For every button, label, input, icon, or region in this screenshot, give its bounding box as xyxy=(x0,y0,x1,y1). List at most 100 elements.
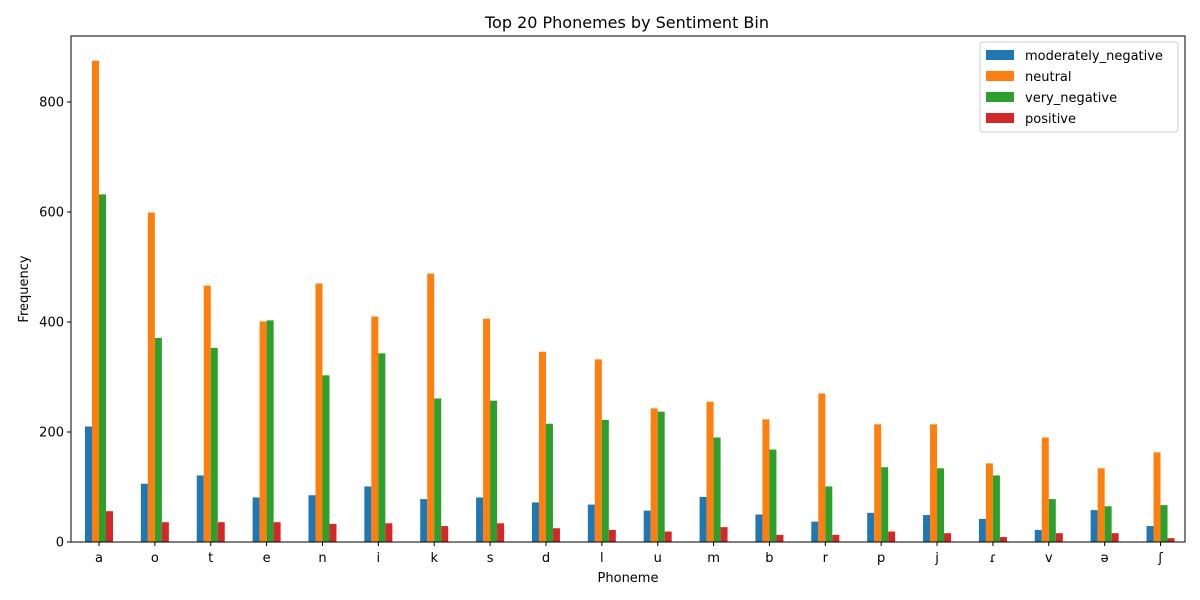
bar-moderately_negative-13 xyxy=(811,521,819,542)
bar-neutral-16 xyxy=(985,463,993,542)
legend-box xyxy=(979,41,1179,133)
bar-positive-6 xyxy=(441,526,449,542)
legend-swatch-moderately_negative xyxy=(986,50,1014,60)
bar-positive-16 xyxy=(999,537,1007,542)
x-tick-label: i xyxy=(377,551,381,566)
bar-very_negative-1 xyxy=(154,337,162,542)
x-tick-label: a xyxy=(95,551,103,566)
bar-very_negative-16 xyxy=(992,475,1000,542)
legend-label-neutral: neutral xyxy=(1025,70,1072,85)
legend-label-positive: positive xyxy=(1025,112,1076,127)
y-axis: 0 200 400 600 800 xyxy=(39,96,71,551)
x-tick-label: n xyxy=(318,551,326,566)
x-tick-label: k xyxy=(430,551,438,566)
bar-neutral-12 xyxy=(762,419,770,542)
bar-positive-15 xyxy=(944,533,952,542)
x-tick-label: r xyxy=(823,551,829,566)
bar-very_negative-5 xyxy=(378,353,386,542)
x-tick-label: s xyxy=(487,551,494,566)
bar-moderately_negative-15 xyxy=(923,515,931,542)
bar-very_negative-2 xyxy=(210,347,218,542)
bar-positive-5 xyxy=(385,523,393,542)
bar-moderately_negative-4 xyxy=(308,495,316,542)
bar-neutral-9 xyxy=(594,359,602,542)
bar-positive-9 xyxy=(608,529,616,542)
bar-neutral-2 xyxy=(203,285,211,542)
bar-moderately_negative-19 xyxy=(1146,526,1154,542)
bar-positive-4 xyxy=(329,523,337,542)
bar-moderately_negative-6 xyxy=(420,499,428,542)
bar-neutral-14 xyxy=(874,424,882,542)
bar-moderately_negative-1 xyxy=(140,483,148,542)
bar-moderately_negative-9 xyxy=(587,504,595,542)
bar-moderately_negative-5 xyxy=(364,486,372,542)
bar-positive-19 xyxy=(1167,538,1175,542)
x-tick-label: b xyxy=(765,551,773,566)
bar-neutral-19 xyxy=(1153,452,1161,542)
bar-neutral-15 xyxy=(930,424,938,542)
bar-very_negative-13 xyxy=(825,486,833,542)
x-tick-label: u xyxy=(654,551,662,566)
y-tick-label: 800 xyxy=(39,96,64,111)
bar-neutral-10 xyxy=(650,408,658,542)
legend-label-moderately_negative: moderately_negative xyxy=(1025,49,1163,64)
bar-positive-1 xyxy=(161,522,169,542)
bar-moderately_negative-11 xyxy=(699,496,707,542)
bar-very_negative-4 xyxy=(322,375,330,542)
bar-very_negative-10 xyxy=(657,411,665,542)
bar-moderately_negative-12 xyxy=(755,514,763,542)
x-tick-label: m xyxy=(707,551,720,566)
bar-moderately_negative-3 xyxy=(252,497,260,542)
x-tick-label: o xyxy=(151,551,159,566)
bar-moderately_negative-7 xyxy=(476,497,484,542)
bar-positive-13 xyxy=(832,534,840,542)
x-tick-label: v xyxy=(1045,551,1053,566)
bar-positive-8 xyxy=(552,528,560,542)
x-tick-label: e xyxy=(263,551,271,566)
legend-swatch-positive xyxy=(986,113,1014,123)
bar-positive-2 xyxy=(217,522,225,542)
bar-neutral-18 xyxy=(1097,468,1105,542)
bar-moderately_negative-17 xyxy=(1034,529,1042,542)
bar-positive-0 xyxy=(106,511,113,542)
bar-positive-12 xyxy=(776,534,784,542)
x-tick-label: p xyxy=(877,551,885,566)
bar-neutral-11 xyxy=(706,401,714,542)
bar-very_negative-0 xyxy=(99,194,106,542)
bar-neutral-8 xyxy=(538,351,546,542)
bar-moderately_negative-8 xyxy=(531,502,539,542)
bar-very_negative-17 xyxy=(1048,499,1056,542)
bar-positive-11 xyxy=(720,527,728,542)
legend-label-very_negative: very_negative xyxy=(1025,91,1117,106)
bar-moderately_negative-0 xyxy=(85,426,92,542)
bar-very_negative-15 xyxy=(937,468,945,542)
x-tick-label: l xyxy=(600,551,604,566)
bar-moderately_negative-18 xyxy=(1090,510,1098,542)
bar-neutral-5 xyxy=(371,316,379,542)
y-tick-label: 200 xyxy=(39,426,64,441)
bar-neutral-4 xyxy=(315,283,323,542)
bar-moderately_negative-10 xyxy=(643,510,651,542)
x-axis-label: Phoneme xyxy=(598,571,659,586)
y-tick-label: 600 xyxy=(39,206,64,221)
y-axis-label: Frequency xyxy=(17,255,32,322)
bar-positive-14 xyxy=(888,531,896,542)
bar-moderately_negative-14 xyxy=(867,512,875,542)
bar-very_negative-7 xyxy=(490,400,498,542)
bar-very_negative-11 xyxy=(713,437,721,542)
bar-neutral-7 xyxy=(483,318,491,542)
bar-positive-3 xyxy=(273,522,281,542)
legend-swatch-neutral xyxy=(986,71,1014,81)
bar-very_negative-9 xyxy=(601,419,609,542)
chart-title: Top 20 Phonemes by Sentiment Bin xyxy=(484,13,769,32)
x-tick-label: d xyxy=(542,551,550,566)
bar-neutral-6 xyxy=(427,273,435,542)
bar-moderately_negative-16 xyxy=(978,518,986,542)
x-tick-label: j xyxy=(934,551,939,566)
bar-positive-18 xyxy=(1111,533,1119,542)
x-tick-label: ʃ xyxy=(1157,551,1163,566)
bars-group xyxy=(85,60,1175,543)
bar-very_negative-12 xyxy=(769,449,777,542)
